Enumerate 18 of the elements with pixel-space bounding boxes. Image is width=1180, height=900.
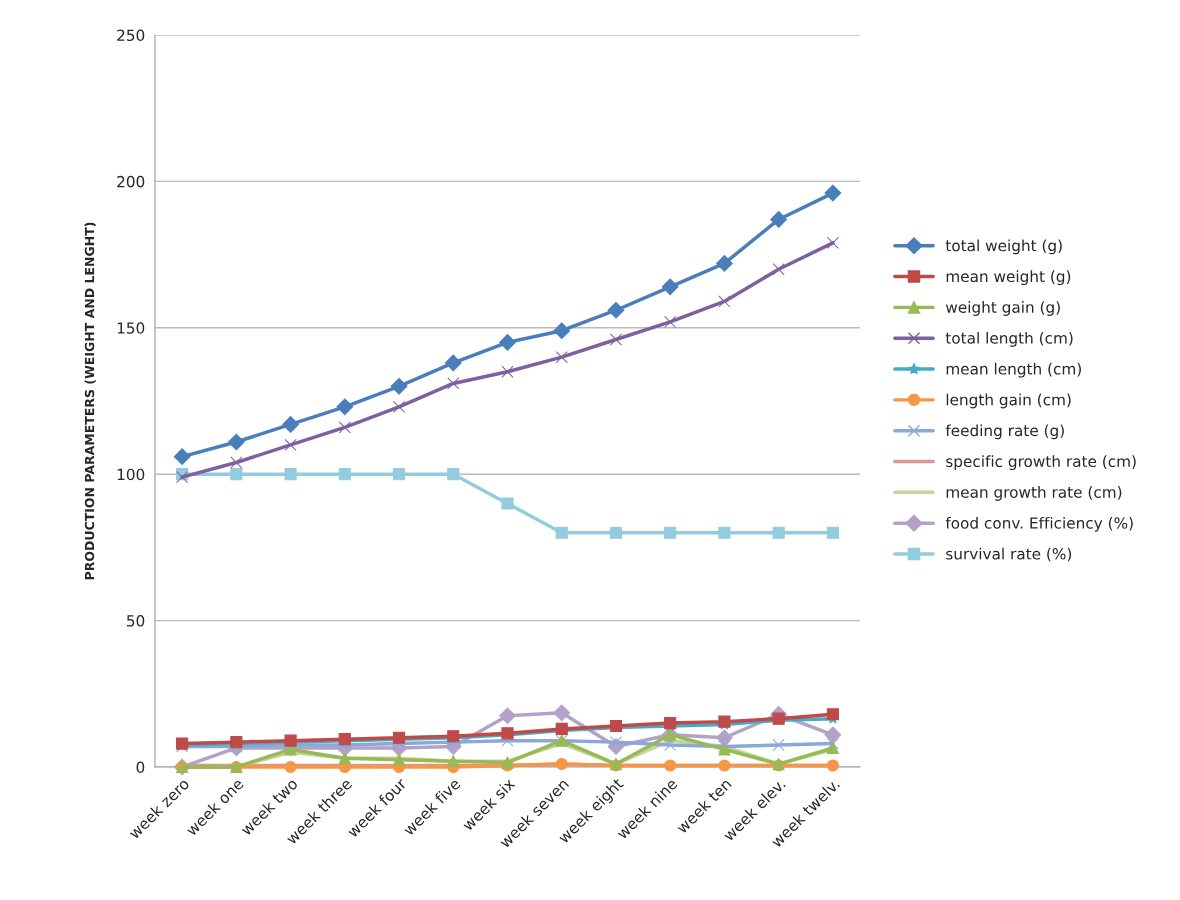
y-tick-label: 200 [117,175,145,188]
legend-label: mean length (cm) [946,362,1081,378]
legend-label: weight gain (g) [945,301,1060,316]
y-tick-label: 0 [136,761,145,774]
legend-label: mean growth rate (cm) [946,486,1122,501]
y-tick-label: 150 [117,322,145,334]
y-tick-label: 50 [127,615,145,627]
legend-label: survival rate (%) [946,547,1072,562]
legend-label: total weight (g) [945,239,1062,255]
legend-label: mean weight (g) [946,270,1071,286]
y-tick-label: 250 [117,29,145,42]
legend-label: length gain (cm) [946,393,1071,409]
legend-label: total length (cm) [945,331,1073,347]
legend-label: food conv. Efficiency (%) [945,516,1133,532]
y-axis-title: PRODUCTION PARAMETERS (WEIGHT AND LENGHT) [84,222,96,580]
y-tick-label: 100 [117,468,145,481]
legend-label: specific growth rate (cm) [946,455,1136,471]
legend-label: feeding rate (g) [945,424,1064,440]
